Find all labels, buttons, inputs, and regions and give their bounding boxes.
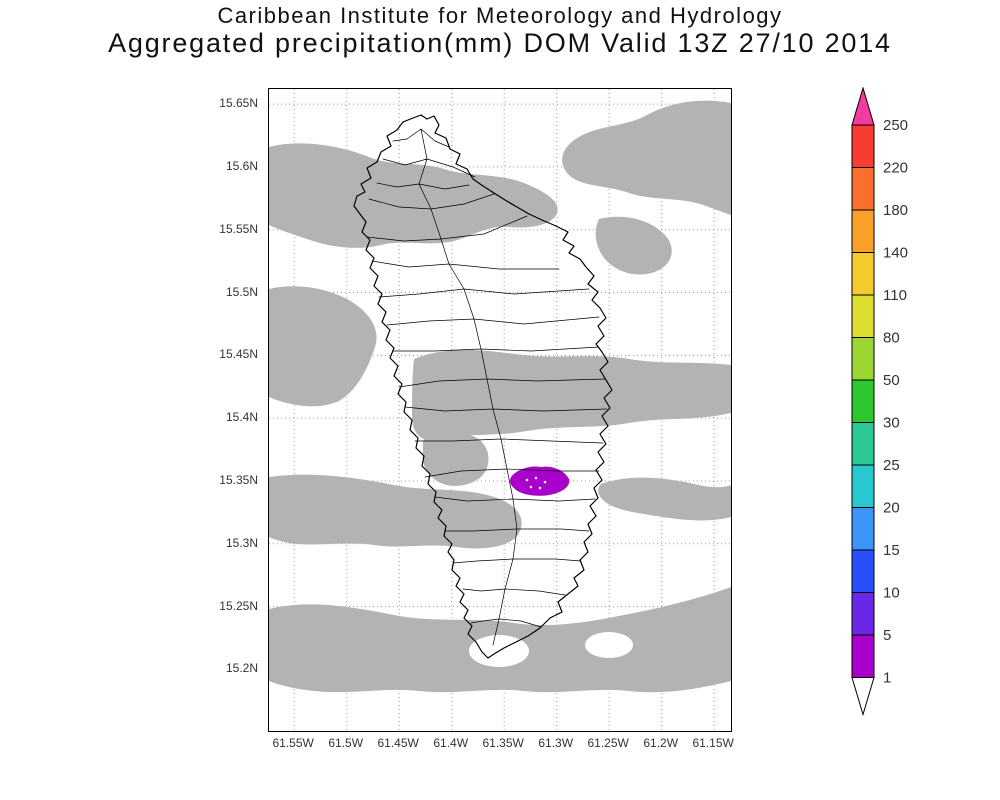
colorbar-svg: 250 220 180 140 110 80 50 30 25 20 15 10 5 1 (851, 87, 908, 717)
speckle (538, 486, 542, 490)
colorbar-tick-label: 5 (883, 627, 891, 644)
x-tick-label: 61.2W (643, 736, 679, 750)
watershed-boundaries (366, 128, 608, 646)
colorbar-segment (851, 294, 875, 338)
colorbar-segment (851, 167, 875, 211)
colorbar-arrow-below-min (851, 677, 875, 717)
plot-subtitle: Aggregated precipitation(mm) DOM Valid 1… (108, 28, 892, 58)
y-tick-label: 15.5N (225, 284, 258, 299)
gray-blob-top-left (269, 143, 558, 248)
y-tick-label: 15.65N (219, 96, 258, 111)
y-tick-label: 15.4N (225, 410, 258, 425)
colorbar-tick-label: 110 (883, 287, 907, 304)
y-tick-label: 15.3N (225, 535, 258, 550)
colorbar-tick-label: 1 (883, 670, 891, 687)
x-tick-label: 61.15W (692, 736, 734, 750)
dominica-coastline (353, 114, 613, 659)
precip-cell-5-10mm (510, 466, 570, 496)
y-tick-label: 15.25N (219, 598, 258, 613)
colorbar-tick-label: 25 (883, 457, 900, 474)
y-tick-label: 15.2N (225, 661, 258, 676)
speckle (543, 480, 547, 484)
colorbar-segment (851, 252, 875, 296)
precip-region-1-5mm (269, 100, 731, 693)
colorbar-segment (851, 379, 875, 423)
colorbar-segment (851, 422, 875, 466)
gray-blob-mid-left (269, 286, 377, 407)
map-svg (269, 89, 731, 731)
gray-blob-island-west-lobe (422, 431, 489, 486)
colorbar-tick-label: 10 (883, 585, 900, 602)
colorbar-tick-label: 20 (883, 500, 900, 517)
colorbar-segment (851, 464, 875, 508)
plot-title: Caribbean Institute for Meteorology and … (217, 3, 783, 28)
gray-blob-northeast-finger (595, 216, 672, 275)
gray-blob-right-finger (598, 477, 731, 521)
colorbar-tick-label: 30 (883, 415, 900, 432)
y-tick-label: 15.6N (225, 158, 258, 173)
colorbar-tick-label: 250 (883, 117, 908, 134)
colorbar-segment (851, 124, 875, 168)
y-tick-label: 15.35N (219, 472, 258, 487)
white-hole-southeast (585, 632, 633, 658)
colorbar-tick-label: 140 (883, 245, 908, 262)
x-tick-label: 61.3W (538, 736, 574, 750)
x-tick-label: 61.4W (433, 736, 469, 750)
x-tick-label: 61.25W (587, 736, 629, 750)
colorbar-segment (851, 549, 875, 593)
speckle (534, 476, 538, 480)
colorbar-arrow-above-max (851, 87, 875, 126)
colorbar-segment (851, 209, 875, 253)
speckle (529, 485, 533, 489)
x-tick-label: 61.5W (328, 736, 364, 750)
colorbar-segment (851, 634, 875, 678)
gray-blob-central-band (412, 349, 731, 440)
map-plot-area (268, 88, 732, 732)
colorbar-tick-label: 15 (883, 542, 900, 559)
colorbar-tick-label: 50 (883, 372, 900, 389)
x-tick-label: 61.45W (377, 736, 419, 750)
colorbar-tick-label: 80 (883, 330, 900, 347)
colorbar-tick-label: 220 (883, 160, 908, 177)
precip-cell-speckles (525, 476, 547, 490)
speckle (525, 478, 529, 482)
gray-blob-top-right (562, 100, 731, 215)
gray-blob-lower-left (269, 474, 522, 549)
x-tick-label: 61.55W (272, 736, 314, 750)
colorbar-segment (851, 507, 875, 551)
x-tick-label: 61.35W (482, 736, 524, 750)
y-tick-label: 15.55N (219, 221, 258, 236)
y-tick-label: 15.45N (219, 347, 258, 362)
colorbar-segment (851, 337, 875, 381)
colorbar-segment (851, 592, 875, 636)
colorbar-tick-label: 180 (883, 202, 908, 219)
